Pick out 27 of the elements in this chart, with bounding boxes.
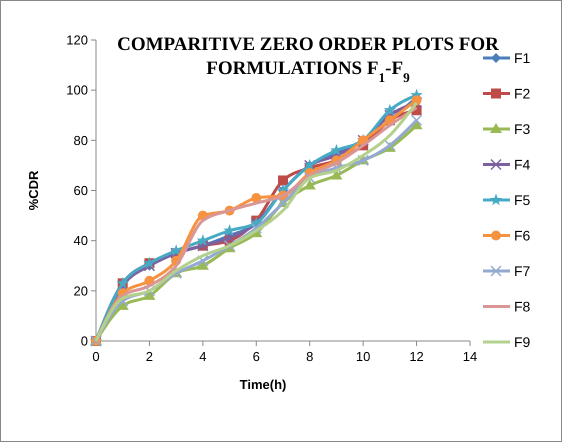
- y-axis-title: %CDR: [26, 170, 41, 210]
- y-tick-label: 120: [66, 32, 88, 48]
- y-tick-label: 80: [74, 132, 88, 148]
- y-tick-label: 40: [74, 233, 88, 248]
- y-tick-label: 20: [74, 283, 88, 298]
- legend-label: F7: [514, 262, 531, 279]
- legend-label: F6: [514, 227, 531, 244]
- legend-label: F9: [514, 334, 531, 350]
- x-tick-label: 14: [462, 349, 478, 364]
- text: COMPARITIVE ZERO ORDER PLOTS FOR FORMULATIONS F$_{1}$-F$_{9}$: [117, 34, 500, 84]
- x-tick-label: 6: [252, 349, 260, 364]
- legend-label: F5: [514, 192, 531, 208]
- y-tick-label: 0: [80, 334, 88, 349]
- x-tick-label: 10: [356, 349, 370, 364]
- legend-label: F1: [514, 50, 531, 66]
- x-tick-label: 4: [199, 349, 206, 364]
- x-tick-label: 0: [92, 349, 100, 364]
- x-tick-label: 8: [306, 349, 314, 364]
- legend-label: F2: [514, 85, 531, 102]
- y-tick-label: 60: [74, 183, 88, 198]
- y-tick-label: 100: [66, 82, 88, 98]
- legend-label: F3: [514, 120, 531, 137]
- x-axis-title: Time(h): [240, 377, 286, 392]
- legend-label: F4: [514, 156, 531, 172]
- legend-label: F8: [514, 298, 531, 314]
- x-tick-label: 12: [409, 349, 424, 364]
- x-tick-label: 2: [146, 349, 154, 364]
